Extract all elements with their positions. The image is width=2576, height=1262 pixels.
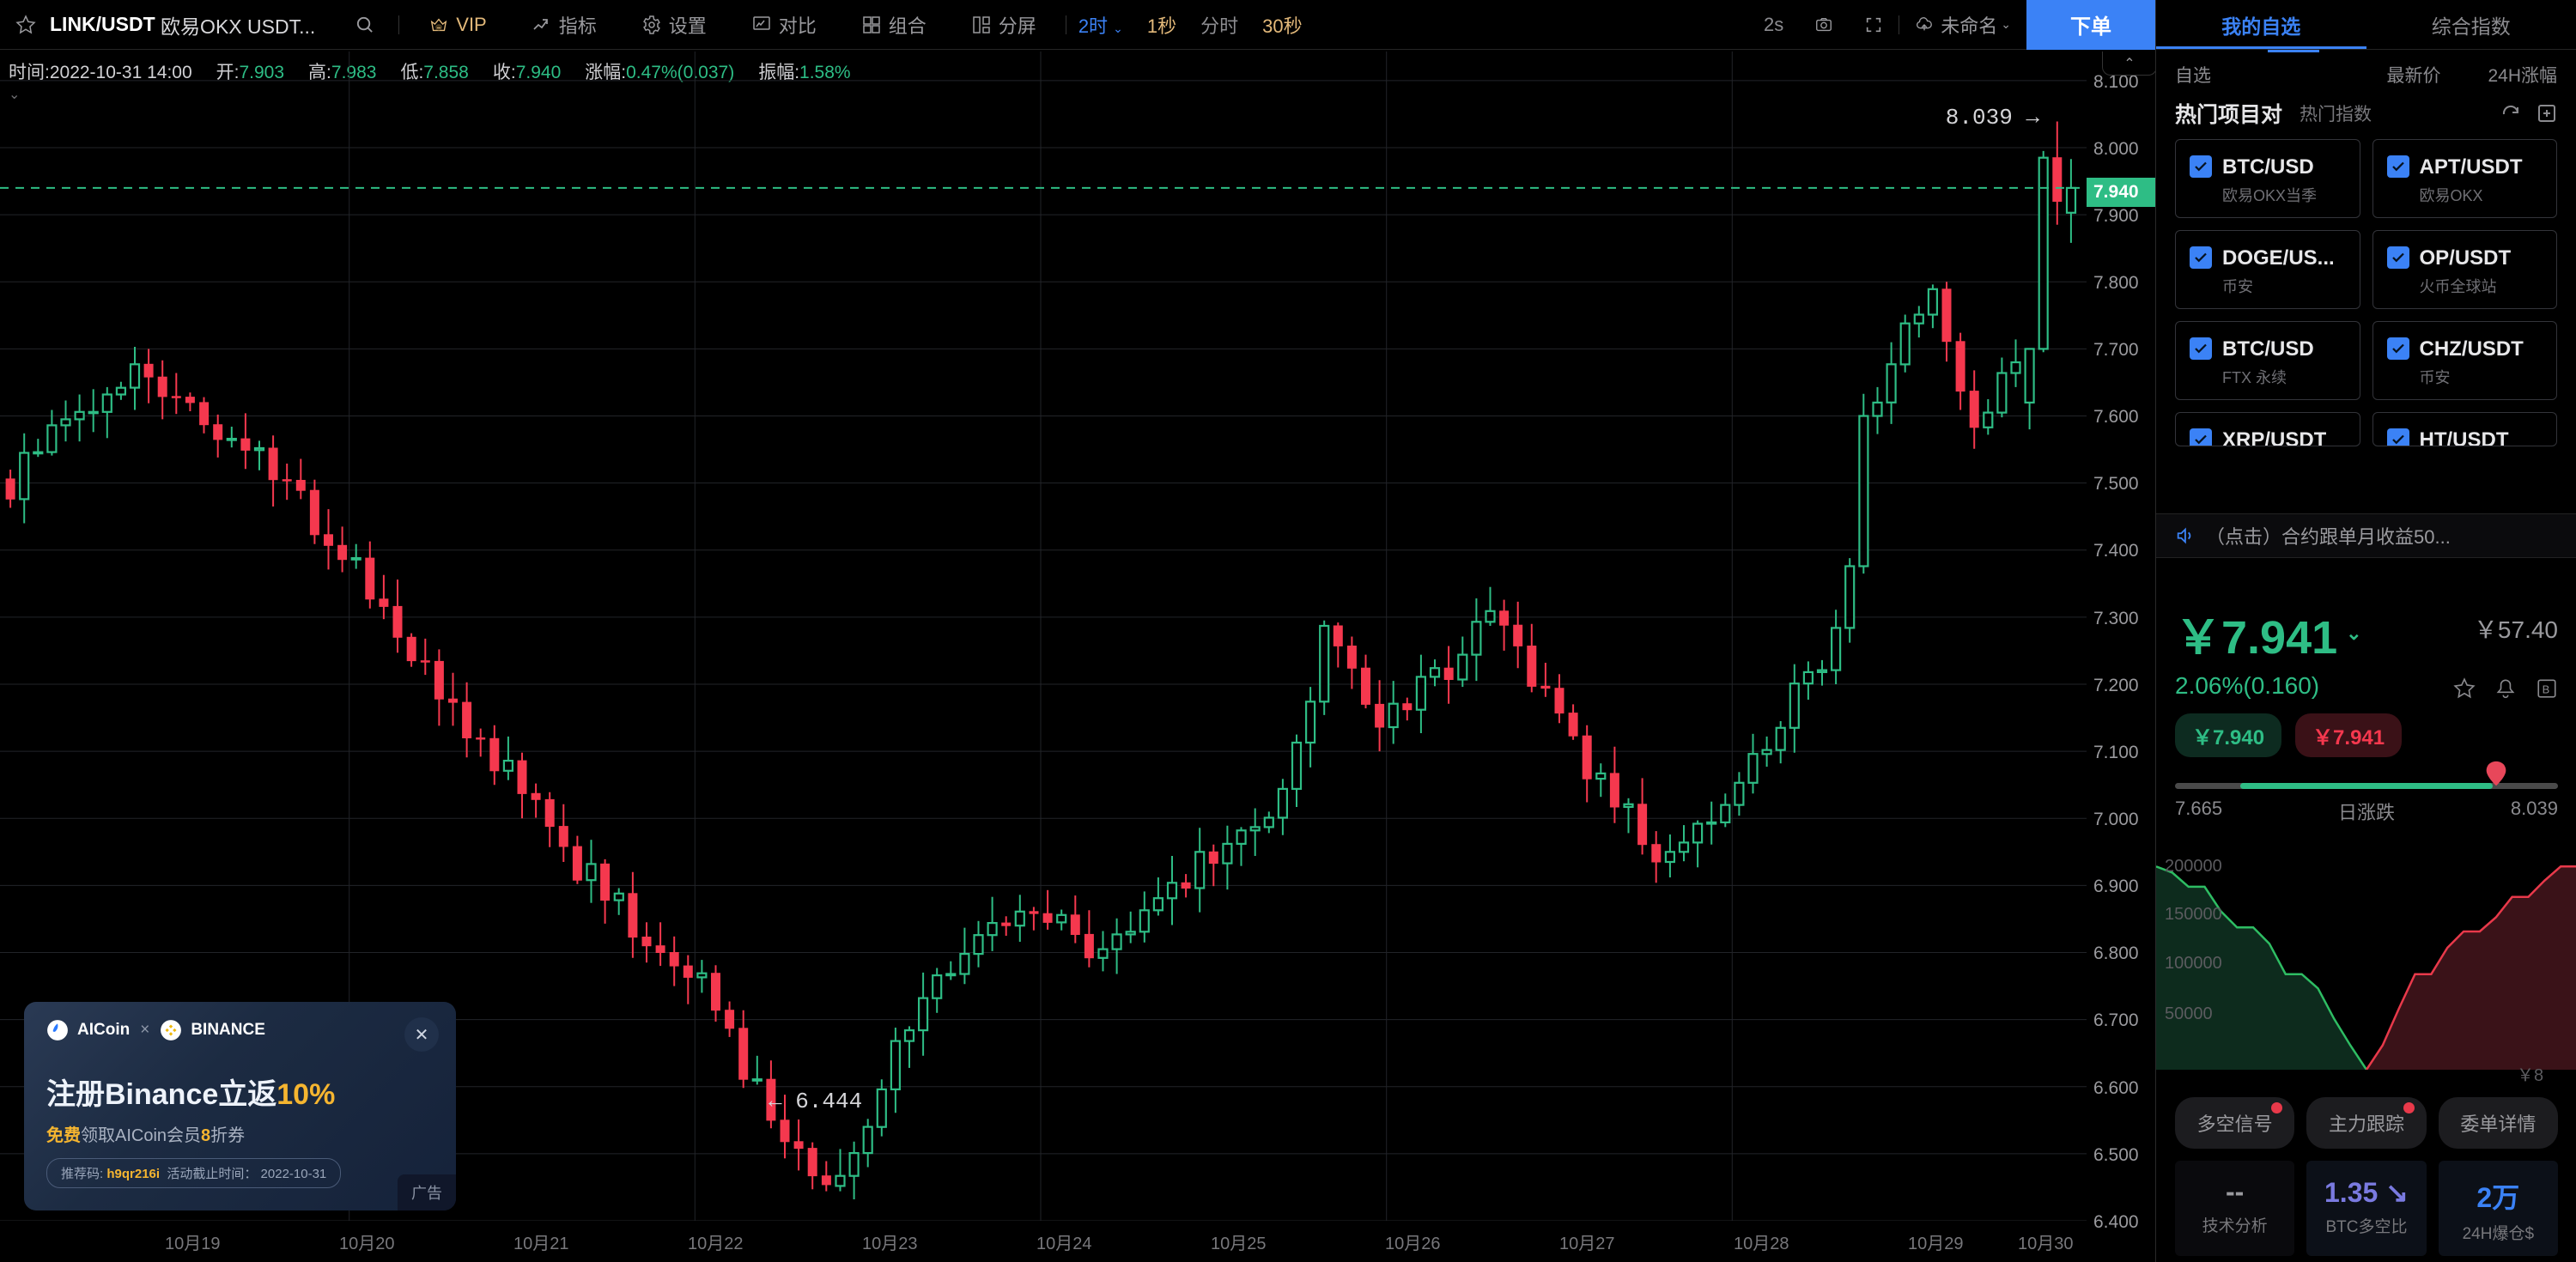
svg-text:B: B: [2543, 683, 2550, 695]
